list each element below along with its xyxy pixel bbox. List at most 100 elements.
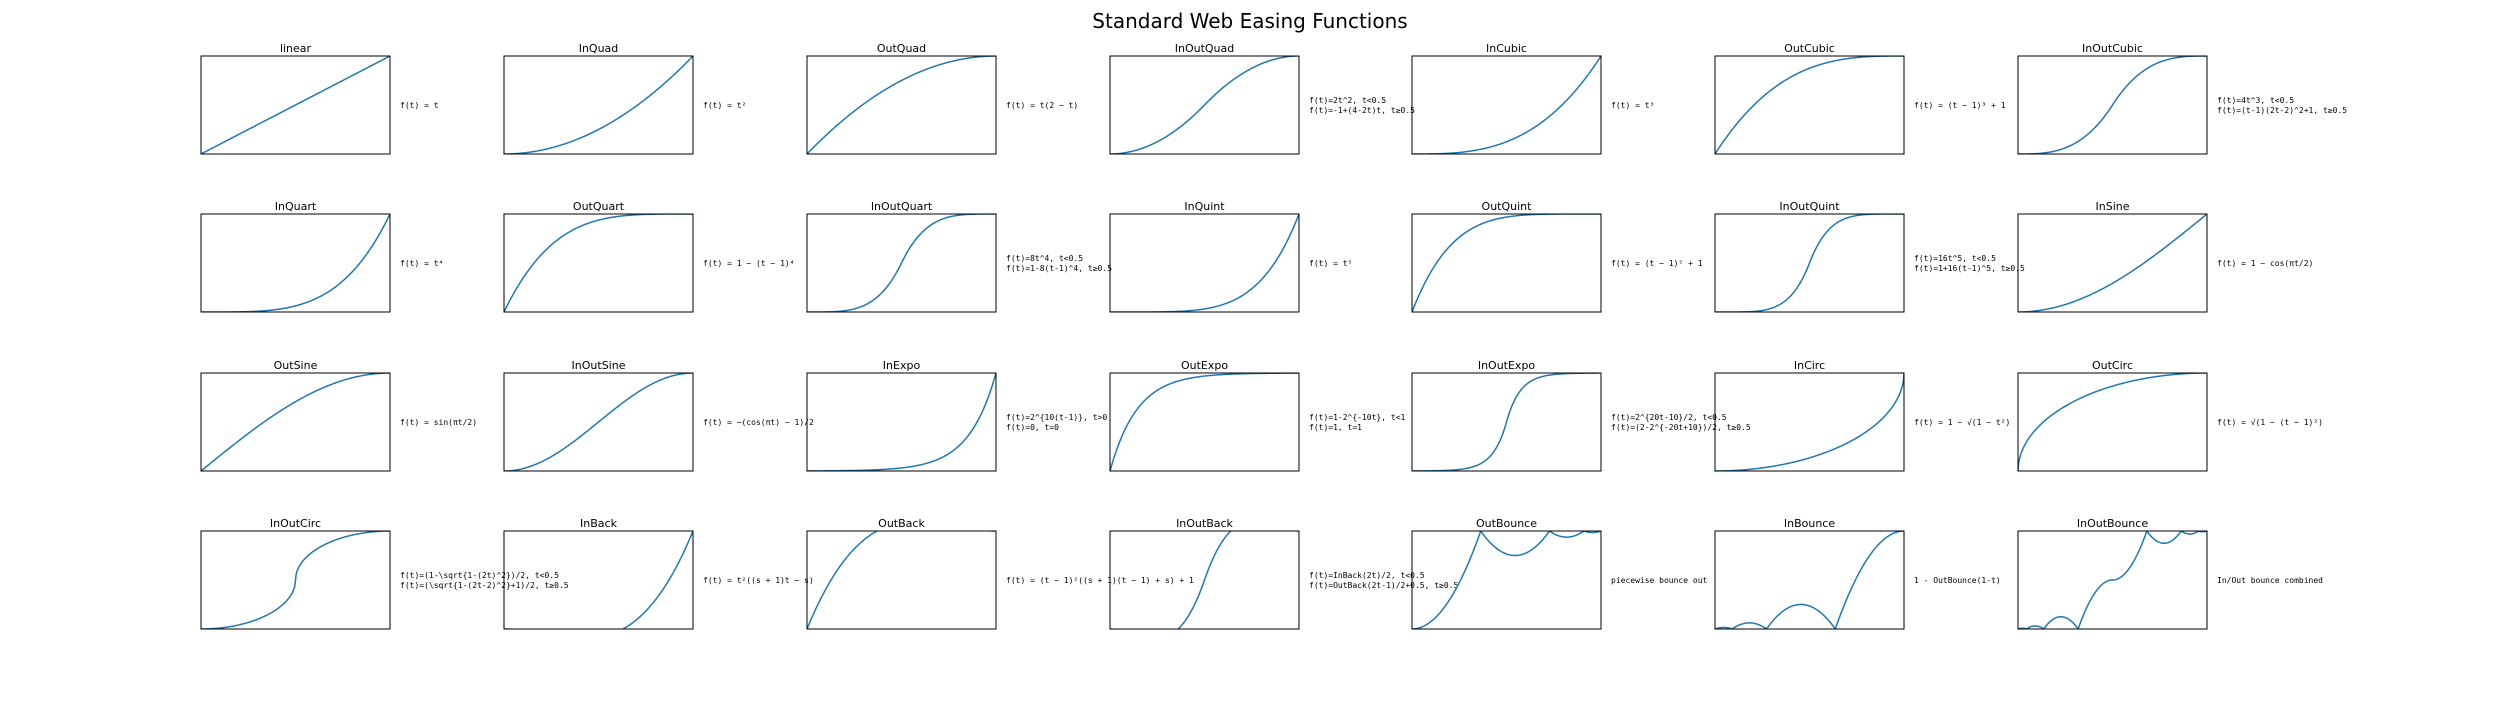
formula-label: f(t) = t(2 − t) xyxy=(1006,101,1078,110)
plot-frame xyxy=(1411,530,1602,630)
panel-inSine: InSine f(t) = 1 − cos(πt/2) xyxy=(2017,200,2313,313)
formula-label: f(t) = t xyxy=(400,101,439,110)
series-line-inQuad xyxy=(504,56,693,154)
panel-outCubic: OutCubic f(t) = (t − 1)³ + 1 xyxy=(1714,42,2006,155)
panel-title: InOutQuint xyxy=(1779,200,1840,213)
panel-inCirc: InCirc f(t) = 1 − √(1 − t²) xyxy=(1714,359,2010,472)
formula-label: f(t)=4t^3, t<0.5 xyxy=(2217,96,2294,105)
formula-label: piecewise bounce out xyxy=(1611,576,1708,585)
plot-frame xyxy=(806,213,997,313)
panel-title: OutCubic xyxy=(1784,42,1835,55)
formula-label: f(t) = −(cos(πt) − 1)/2 xyxy=(703,418,814,427)
series-line-inOutBack xyxy=(1110,531,1299,629)
formula-label: f(t) = (t − 1)⁵ + 1 xyxy=(1611,259,1703,268)
panel-title: OutBack xyxy=(878,517,925,530)
formula-label: f(t)=2^{20t-10}/2, t<0.5 xyxy=(1611,413,1727,422)
formula-label: f(t) = t² xyxy=(703,101,746,110)
series-line-outSine xyxy=(201,373,390,471)
panel-inOutQuart: InOutQuart f(t)=8t^4, t<0.5f(t)=1-8(t-1)^… xyxy=(806,200,1112,313)
formula-label: f(t)=8t^4, t<0.5 xyxy=(1006,254,1083,263)
panel-inBounce: InBounce 1 - OutBounce(1-t) xyxy=(1714,517,2001,630)
plot-frame xyxy=(200,530,391,630)
plot-frame xyxy=(1411,213,1602,313)
plot-frame xyxy=(806,55,997,155)
plot-frame xyxy=(503,530,694,630)
series-line-inOutCubic xyxy=(2018,56,2207,154)
panel-title: linear xyxy=(280,42,312,55)
panel-inCubic: InCubic f(t) = t³ xyxy=(1411,42,1654,155)
series-line-inOutExpo xyxy=(1412,373,1601,471)
formula-label: f(t)=1, t=1 xyxy=(1309,423,1362,432)
panels-group: linear f(t) = t InQuad f(t) = t² OutQuad f(t)… xyxy=(200,42,2347,630)
formula-label: f(t) = 1 − cos(πt/2) xyxy=(2217,259,2313,268)
series-line-inOutSine xyxy=(504,373,693,471)
formula-label: f(t) = t³ xyxy=(1611,101,1654,110)
panel-title: InOutCirc xyxy=(270,517,321,530)
series-line-inQuint xyxy=(1110,214,1299,312)
plot-frame xyxy=(503,372,694,472)
series-line-outBounce xyxy=(1412,531,1601,629)
series-line-linear xyxy=(201,56,390,154)
formula-label: f(t) = (t − 1)³ + 1 xyxy=(1914,101,2006,110)
series-line-outBack xyxy=(807,531,996,629)
plot-frame xyxy=(2017,530,2208,630)
plot-frame xyxy=(200,55,391,155)
formula-label: f(t)=(t-1)(2t-2)^2+1, t≥0.5 xyxy=(2217,106,2347,115)
panel-inOutExpo: InOutExpo f(t)=2^{20t-10}/2, t<0.5f(t)=(2… xyxy=(1411,359,1751,472)
plot-frame xyxy=(2017,55,2208,155)
series-line-outCirc xyxy=(2018,373,2207,471)
series-line-inExpo xyxy=(807,373,996,471)
panel-inOutQuad: InOutQuad f(t)=2t^2, t<0.5f(t)=-1+(4-2t)t… xyxy=(1109,42,1415,155)
formula-label: f(t)=(1-\sqrt{1-(2t)^2})/2, t<0.5 xyxy=(400,571,559,580)
formula-label: f(t) = 1 − √(1 − t²) xyxy=(1914,418,2010,427)
series-line-inCubic xyxy=(1412,56,1601,154)
series-line-inOutQuart xyxy=(807,214,996,312)
panel-title: InCubic xyxy=(1486,42,1527,55)
series-line-outExpo xyxy=(1110,373,1299,471)
panel-outCirc: OutCirc f(t) = √(1 − (t − 1)²) xyxy=(2017,359,2323,472)
series-line-inSine xyxy=(2018,214,2207,312)
panel-outQuint: OutQuint f(t) = (t − 1)⁵ + 1 xyxy=(1411,200,1703,313)
plot-frame xyxy=(1411,55,1602,155)
panel-title: InQuad xyxy=(579,42,619,55)
panel-inQuint: InQuint f(t) = t⁵ xyxy=(1109,200,1352,313)
panel-inOutBack: InOutBack f(t)=InBack(2t)/2, t<0.5f(t)=Ou… xyxy=(1109,517,1458,630)
series-line-inQuart xyxy=(201,214,390,312)
panel-inOutCubic: InOutCubic f(t)=4t^3, t<0.5f(t)=(t-1)(2t-… xyxy=(2017,42,2347,155)
plot-frame xyxy=(200,372,391,472)
panel-inOutBounce: InOutBounce In/Out bounce combined xyxy=(2017,517,2323,630)
panel-title: InOutSine xyxy=(572,359,626,372)
series-line-inOutQuint xyxy=(1715,214,1904,312)
series-line-inBounce xyxy=(1715,531,1904,629)
panel-outQuart: OutQuart f(t) = 1 − (t − 1)⁴ xyxy=(503,200,795,313)
series-line-inOutCirc xyxy=(201,531,390,629)
panel-outBounce: OutBounce piecewise bounce out xyxy=(1411,517,1708,630)
plot-frame xyxy=(1109,55,1300,155)
panel-title: InOutExpo xyxy=(1478,359,1536,372)
formula-label: f(t)=1-8(t-1)^4, t≥0.5 xyxy=(1006,264,1112,273)
panel-title: InSine xyxy=(2096,200,2130,213)
formula-label: f(t)=2t^2, t<0.5 xyxy=(1309,96,1386,105)
panel-inQuart: InQuart f(t) = t⁴ xyxy=(200,200,443,313)
plot-frame xyxy=(1714,213,1905,313)
panel-title: InBounce xyxy=(1784,517,1835,530)
formula-label: f(t) = t⁴ xyxy=(400,259,443,268)
plot-frame xyxy=(200,213,391,313)
panel-title: InCirc xyxy=(1794,359,1825,372)
panel-outSine: OutSine f(t) = sin(πt/2) xyxy=(200,359,477,472)
plot-frame xyxy=(1109,530,1300,630)
formula-label: f(t) = √(1 − (t − 1)²) xyxy=(2217,418,2323,427)
panel-outExpo: OutExpo f(t)=1-2^{-10t}, t<1f(t)=1, t=1 xyxy=(1109,359,1406,472)
plot-frame xyxy=(503,213,694,313)
formula-label: f(t)=-1+(4-2t)t, t≥0.5 xyxy=(1309,106,1415,115)
series-line-outQuart xyxy=(504,214,693,312)
panel-title: InQuart xyxy=(275,200,317,213)
formula-label: f(t)=2^{10(t-1)}, t>0 xyxy=(1006,413,1107,422)
plot-frame xyxy=(503,55,694,155)
plot-frame xyxy=(806,530,997,630)
plot-frame xyxy=(1714,55,1905,155)
plot-frame xyxy=(1109,372,1300,472)
formula-label: f(t) = t⁵ xyxy=(1309,259,1352,268)
panel-inOutSine: InOutSine f(t) = −(cos(πt) − 1)/2 xyxy=(503,359,814,472)
formula-label: f(t)=1+16(t-1)^5, t≥0.5 xyxy=(1914,264,2025,273)
